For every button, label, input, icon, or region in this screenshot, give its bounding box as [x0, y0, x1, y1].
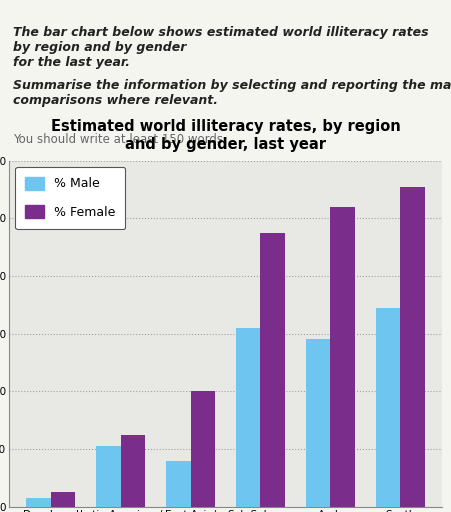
Bar: [166, 461, 191, 507]
Title: Estimated world illiteracy rates, by region
and by gender, last year: Estimated world illiteracy rates, by reg…: [51, 119, 400, 153]
Text: The bar chart below shows estimated world illiteracy rates by region and by gend: The bar chart below shows estimated worl…: [14, 26, 429, 69]
Bar: [27, 498, 51, 507]
Bar: [97, 446, 121, 507]
Bar: [306, 339, 330, 507]
Bar: [51, 493, 75, 507]
Text: You should write at least 150 words.: You should write at least 150 words.: [14, 133, 227, 145]
Bar: [400, 186, 424, 507]
Legend: % Male, % Female: % Male, % Female: [15, 167, 125, 229]
Bar: [236, 328, 260, 507]
Bar: [260, 232, 285, 507]
Bar: [191, 392, 215, 507]
Text: Summarise the information by selecting and reporting the main features, and make: Summarise the information by selecting a…: [14, 79, 451, 108]
Bar: [376, 308, 400, 507]
Bar: [330, 207, 354, 507]
Bar: [121, 435, 145, 507]
